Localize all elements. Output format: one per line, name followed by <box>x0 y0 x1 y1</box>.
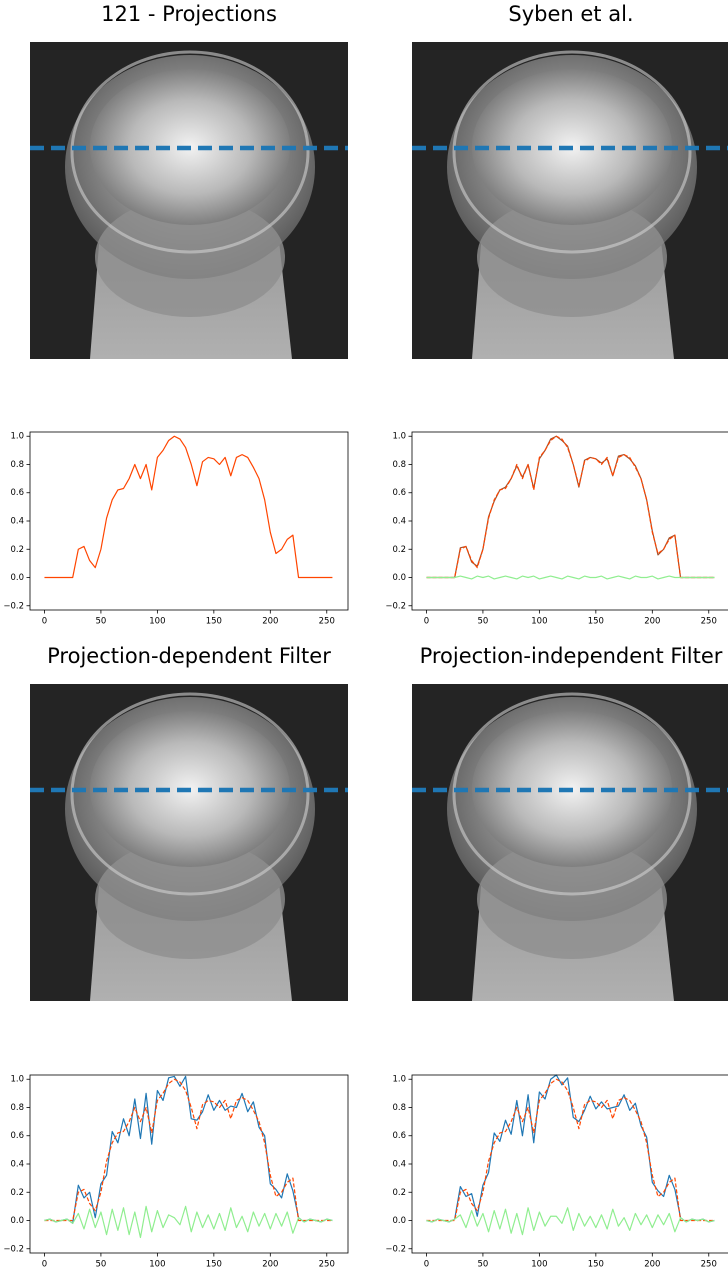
x-tick-label: 150 <box>206 617 222 627</box>
plot-frame <box>29 431 349 611</box>
x-tick-label: 50 <box>478 1260 489 1269</box>
x-tick-label: 0 <box>42 1260 47 1269</box>
x-tick-label: 50 <box>96 1260 107 1269</box>
y-tick-label: 0.0 <box>392 1216 406 1226</box>
y-tick-label: 1.0 <box>392 432 406 442</box>
x-tick-label: 200 <box>644 617 660 627</box>
x-tick-label: 250 <box>319 617 335 627</box>
data-line <box>426 575 715 580</box>
projection-image <box>412 42 728 359</box>
y-tick-label: 0.0 <box>10 1216 24 1226</box>
plot-frame <box>411 1074 728 1254</box>
y-tick-label: 0.2 <box>392 545 406 555</box>
y-tick-label: 0.2 <box>392 1188 406 1198</box>
y-tick-label: 0.4 <box>10 517 24 527</box>
y-tick-label: 0.4 <box>10 1160 24 1170</box>
x-tick-label: 100 <box>531 1260 547 1269</box>
x-tick-label: 50 <box>478 617 489 627</box>
skull-rim <box>452 692 692 896</box>
y-tick-label: 0.4 <box>392 517 406 527</box>
x-tick-label: 150 <box>588 1260 604 1269</box>
panel-title: Projection-dependent Filter <box>47 644 331 668</box>
y-tick-label: 1.0 <box>392 1075 406 1085</box>
y-tick-label: 1.0 <box>10 432 24 442</box>
x-tick-label: 0 <box>424 1260 429 1269</box>
y-tick-label: 0.8 <box>10 1103 24 1113</box>
y-tick-label: 0.2 <box>10 545 24 555</box>
projection-image <box>30 42 348 359</box>
y-tick-label: 0.8 <box>392 1103 406 1113</box>
plot: −0.2 0.0 0.2 0.4 0.6 0.8 1.0 0 50 100 150 200 250 <box>3 431 349 627</box>
y-tick-label: −0.2 <box>3 601 24 611</box>
jaw <box>95 839 285 959</box>
image-content <box>412 42 728 359</box>
y-tick-label: 0.6 <box>392 488 406 498</box>
plot: −0.2 0.0 0.2 0.4 0.6 0.8 1.0 0 50 100 150 200 250 <box>385 431 728 627</box>
x-tick-label: 250 <box>701 1260 717 1269</box>
y-tick-label: 0.6 <box>10 1131 24 1141</box>
x-tick-label: 100 <box>531 617 547 627</box>
data-line <box>44 435 333 579</box>
plot: −0.2 0.0 0.2 0.4 0.6 0.8 1.0 0 50 100 150 200 250 <box>385 1074 728 1269</box>
image-content <box>30 42 348 359</box>
y-tick-label: 1.0 <box>10 1075 24 1085</box>
skull-rim <box>452 50 692 254</box>
x-tick-label: 0 <box>42 617 47 627</box>
y-tick-label: 0.6 <box>392 1131 406 1141</box>
y-tick-label: −0.2 <box>385 1244 406 1254</box>
x-tick-label: 200 <box>644 1260 660 1269</box>
image-content <box>412 684 728 1001</box>
panel-title: Syben et al. <box>508 2 633 26</box>
x-tick-label: 100 <box>149 1260 165 1269</box>
x-tick-label: 150 <box>588 617 604 627</box>
image-content <box>30 684 348 1001</box>
jaw <box>95 197 285 317</box>
x-tick-label: 100 <box>149 617 165 627</box>
plot-frame <box>29 1074 349 1254</box>
y-tick-label: 0.8 <box>10 460 24 470</box>
y-tick-label: 0.6 <box>10 488 24 498</box>
jaw <box>477 197 667 317</box>
data-line <box>426 1078 715 1222</box>
jaw <box>477 839 667 959</box>
plot-area <box>412 432 728 610</box>
panel-title: Projection-independent Filter <box>420 644 723 668</box>
x-tick-label: 50 <box>96 617 107 627</box>
data-line <box>44 1205 333 1239</box>
y-tick-label: −0.2 <box>3 1244 24 1254</box>
x-tick-label: 250 <box>319 1260 335 1269</box>
plot-area <box>412 1075 728 1253</box>
x-tick-label: 150 <box>206 1260 222 1269</box>
x-tick-label: 0 <box>424 617 429 627</box>
skull-rim <box>70 692 310 896</box>
plot: −0.2 0.0 0.2 0.4 0.6 0.8 1.0 0 50 100 150 200 250 <box>3 1074 349 1269</box>
plot-frame <box>411 431 728 611</box>
x-tick-label: 200 <box>262 617 278 627</box>
x-tick-label: 250 <box>701 617 717 627</box>
data-line <box>44 1078 333 1222</box>
y-tick-label: −0.2 <box>385 601 406 611</box>
plot-area <box>30 432 348 610</box>
data-line <box>426 435 715 579</box>
skull-rim <box>70 50 310 254</box>
panel-title: 121 - Projections <box>101 2 277 26</box>
y-tick-label: 0.0 <box>10 573 24 583</box>
y-tick-label: 0.2 <box>10 1188 24 1198</box>
y-tick-label: 0.0 <box>392 573 406 583</box>
data-line <box>426 1207 715 1236</box>
y-tick-label: 0.8 <box>392 460 406 470</box>
x-tick-label: 200 <box>262 1260 278 1269</box>
projection-image <box>30 684 348 1001</box>
projection-image <box>412 684 728 1001</box>
y-tick-label: 0.4 <box>392 1160 406 1170</box>
